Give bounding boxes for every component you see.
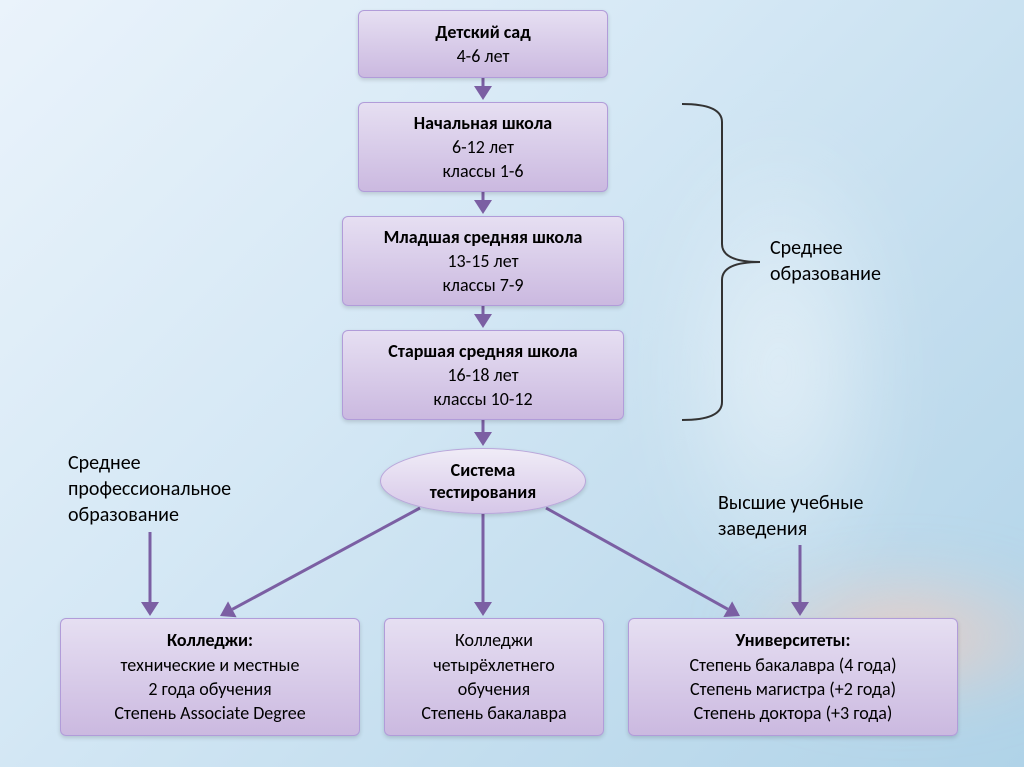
label-secondary-education: Среднее образование (770, 235, 881, 287)
node-colleges-4yr: Колледжи четырёхлетнего обучения Степень… (384, 618, 604, 736)
node-colleges-2yr: Колледжи: технические и местные 2 года о… (60, 618, 360, 736)
label-line: заведения (718, 516, 864, 542)
node-line: Колледжи (455, 628, 533, 652)
node-upper-secondary: Старшая средняя школа 16-18 лет классы 1… (342, 330, 624, 420)
node-line: Степень магистра (+2 года) (690, 677, 896, 701)
label-line: образование (770, 261, 881, 287)
node-testing-system: Система тестирования (380, 448, 586, 514)
node-line: Степень бакалавра (421, 701, 566, 725)
node-primary-school: Начальная школа 6-12 лет классы 1-6 (358, 102, 608, 192)
node-title: Младшая средняя школа (384, 225, 583, 249)
label-line: профессиональное (68, 476, 231, 502)
label-higher-ed: Высшие учебные заведения (718, 490, 864, 542)
node-title: Университеты: (736, 628, 851, 652)
label-line: образование (68, 502, 231, 528)
node-line: классы 1-6 (442, 159, 523, 183)
node-line: тестирования (430, 481, 536, 504)
node-line: Степень Associate Degree (114, 701, 305, 725)
node-title: Детский сад (435, 20, 530, 44)
node-universities: Университеты: Степень бакалавра (4 года)… (628, 618, 958, 736)
node-line: классы 10-12 (433, 387, 532, 411)
node-line: 4-6 лет (457, 44, 510, 68)
node-line: четырёхлетнего (433, 653, 555, 677)
node-line: 13-15 лет (447, 249, 518, 273)
node-line: обучения (458, 677, 530, 701)
node-line: Система (451, 459, 516, 482)
node-line: Степень бакалавра (4 года) (689, 653, 896, 677)
node-title: Начальная школа (414, 111, 552, 135)
node-title: Колледжи: (167, 628, 253, 652)
label-vocational: Среднее профессиональное образование (68, 450, 231, 528)
node-line: Степень доктора (+3 года) (694, 701, 893, 725)
node-lower-secondary: Младшая средняя школа 13-15 лет классы 7… (342, 216, 624, 306)
node-line: классы 7-9 (442, 273, 523, 297)
node-title: Старшая средняя школа (388, 339, 577, 363)
label-line: Высшие учебные (718, 490, 864, 516)
node-kindergarten: Детский сад 4-6 лет (358, 10, 608, 78)
node-line: 16-18 лет (447, 363, 518, 387)
node-line: 6-12 лет (452, 135, 514, 159)
node-line: 2 года обучения (148, 677, 271, 701)
node-line: технические и местные (120, 653, 299, 677)
label-line: Среднее (68, 450, 231, 476)
label-line: Среднее (770, 235, 881, 261)
